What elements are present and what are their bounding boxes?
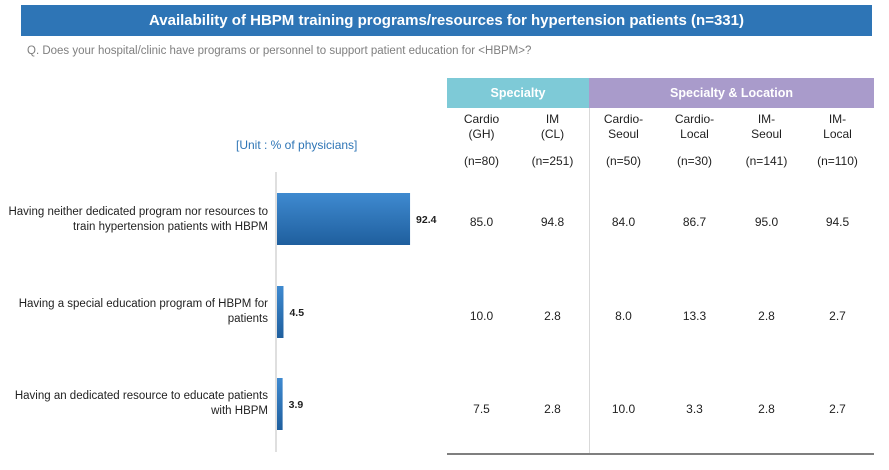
column-sample-size: (n=80) [463,154,500,168]
survey-question: Q. Does your hospital/clinic have progra… [27,45,532,57]
column-header-line1: Cardio- [603,112,644,126]
table-cell: 84.0 [611,215,636,229]
row-label-line: train hypertension patients with HBPM [73,221,268,233]
bar [277,193,411,245]
table-cell: 2.8 [544,402,561,416]
column-sample-size: (n=50) [605,154,642,168]
table-cell: 3.3 [686,402,703,416]
column-header-line1: IM- [828,112,847,126]
row-label-line: patients [227,313,268,325]
row-label-line: Having a special education program of HB… [18,298,268,310]
table-cell: 2.8 [758,309,775,323]
column-header-line1: IM [545,112,560,126]
column-sample-size: (n=110) [817,154,858,168]
table-cell: 95.0 [754,215,779,229]
row-label-line: with HBPM [211,405,268,417]
column-header-line1: IM- [757,112,776,126]
column-header-line2: (GH) [468,127,495,141]
group-header-specialty: Specialty [447,78,589,108]
table-cell: 94.5 [825,215,850,229]
table-cell: 85.0 [469,215,494,229]
table-cell: 10.0 [469,309,494,323]
unit-label: [Unit : % of physicians] [236,138,358,152]
chart-title: Availability of HBPM training programs/r… [21,5,872,36]
table-cell: 2.8 [758,402,775,416]
table-cell: 2.8 [544,309,561,323]
group-header-specialty-location: Specialty & Location [589,78,874,108]
row-label-line: Having an dedicated resource to educate … [14,390,268,402]
column-header: IM- Local [802,112,873,142]
column-header: IM (CL) [517,112,588,142]
column-header: Cardio- Local [659,112,730,142]
bar-value-label: 3.9 [289,399,304,411]
table-cell: 2.7 [829,309,846,323]
bar-value-label: 4.5 [289,307,304,319]
column-header-line2: Seoul [608,127,639,141]
row-label: Having neither dedicated program nor res… [3,205,268,235]
column-sample-size: (n=30) [676,154,713,168]
column-header-line1: Cardio- [674,112,715,126]
table-cell: 10.0 [611,402,636,416]
table-cell: 2.7 [829,402,846,416]
column-header: Cardio (GH) [446,112,517,142]
column-header-line2: Local [823,127,852,141]
column-header: IM- Seoul [731,112,802,142]
column-sample-size: (n=251) [531,154,574,168]
row-label: Having a special education program of HB… [3,297,268,327]
column-header-line2: Seoul [751,127,782,141]
column-header-line2: (CL) [540,127,565,141]
row-label: Having an dedicated resource to educate … [3,389,268,419]
bar [277,378,283,430]
bar-value-label: 92.4 [416,214,437,226]
table-cell: 13.3 [682,309,707,323]
column-header-line1: Cardio [463,112,500,126]
bar [277,286,284,338]
table-bottom-rule [447,453,874,455]
table-cell: 94.8 [540,215,565,229]
column-header-line2: Local [680,127,709,141]
table-cell: 7.5 [473,402,490,416]
table-cell: 8.0 [615,309,632,323]
table-cell: 86.7 [682,215,707,229]
row-label-line: Having neither dedicated program nor res… [8,206,268,218]
column-header: Cardio- Seoul [588,112,659,142]
table-divider [589,108,590,453]
column-sample-size: (n=141) [745,154,788,168]
